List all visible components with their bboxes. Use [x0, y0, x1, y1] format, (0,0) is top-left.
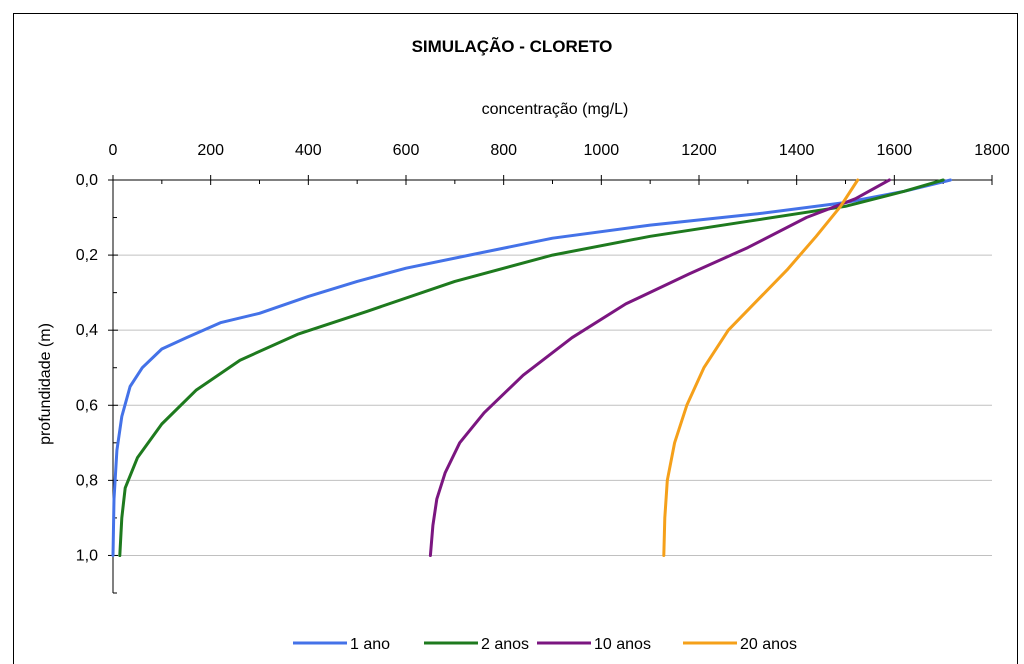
x-tick-label: 600 — [393, 142, 420, 159]
x-tick-label: 1600 — [877, 142, 913, 159]
series-line-1-ano — [111, 178, 952, 557]
x-tick-label: 1000 — [584, 142, 620, 159]
legend-label: 10 anos — [594, 636, 651, 653]
series-line-20-anos — [662, 178, 860, 557]
y-tick-label: 0,8 — [76, 472, 98, 489]
x-tick-label: 1200 — [681, 142, 717, 159]
x-axis-title: concentração (mg/L) — [482, 101, 629, 118]
legend-label: 20 anos — [740, 636, 797, 653]
legend: 1 ano 2 anos 10 anos 20 anos — [293, 636, 797, 653]
y-tick-label: 0,0 — [76, 172, 98, 189]
x-tick-label: 200 — [197, 142, 224, 159]
legend-label: 1 ano — [350, 636, 390, 653]
x-tick-label: 1400 — [779, 142, 815, 159]
plot-area: 0 200 400 600 800 1000 1200 1400 1600 1800 0,0 0,2 0… — [76, 142, 1010, 594]
x-tick-label: 0 — [109, 142, 118, 159]
y-tick-label: 0,4 — [76, 322, 98, 339]
y-axis-title: profundidade (m) — [37, 323, 54, 445]
legend-label: 2 anos — [481, 636, 529, 653]
y-tick-label: 0,2 — [76, 247, 98, 264]
chart-border — [13, 13, 1018, 664]
series-line-2-anos — [118, 178, 945, 557]
x-tick-label: 800 — [490, 142, 517, 159]
x-tick-label: 400 — [295, 142, 322, 159]
chart-title: SIMULAÇÃO - CLORETO — [412, 36, 613, 56]
y-tick-label: 1,0 — [76, 547, 98, 564]
y-tick-label: 0,6 — [76, 397, 98, 414]
series-line-10-anos — [428, 178, 891, 557]
x-tick-label: 1800 — [974, 142, 1010, 159]
